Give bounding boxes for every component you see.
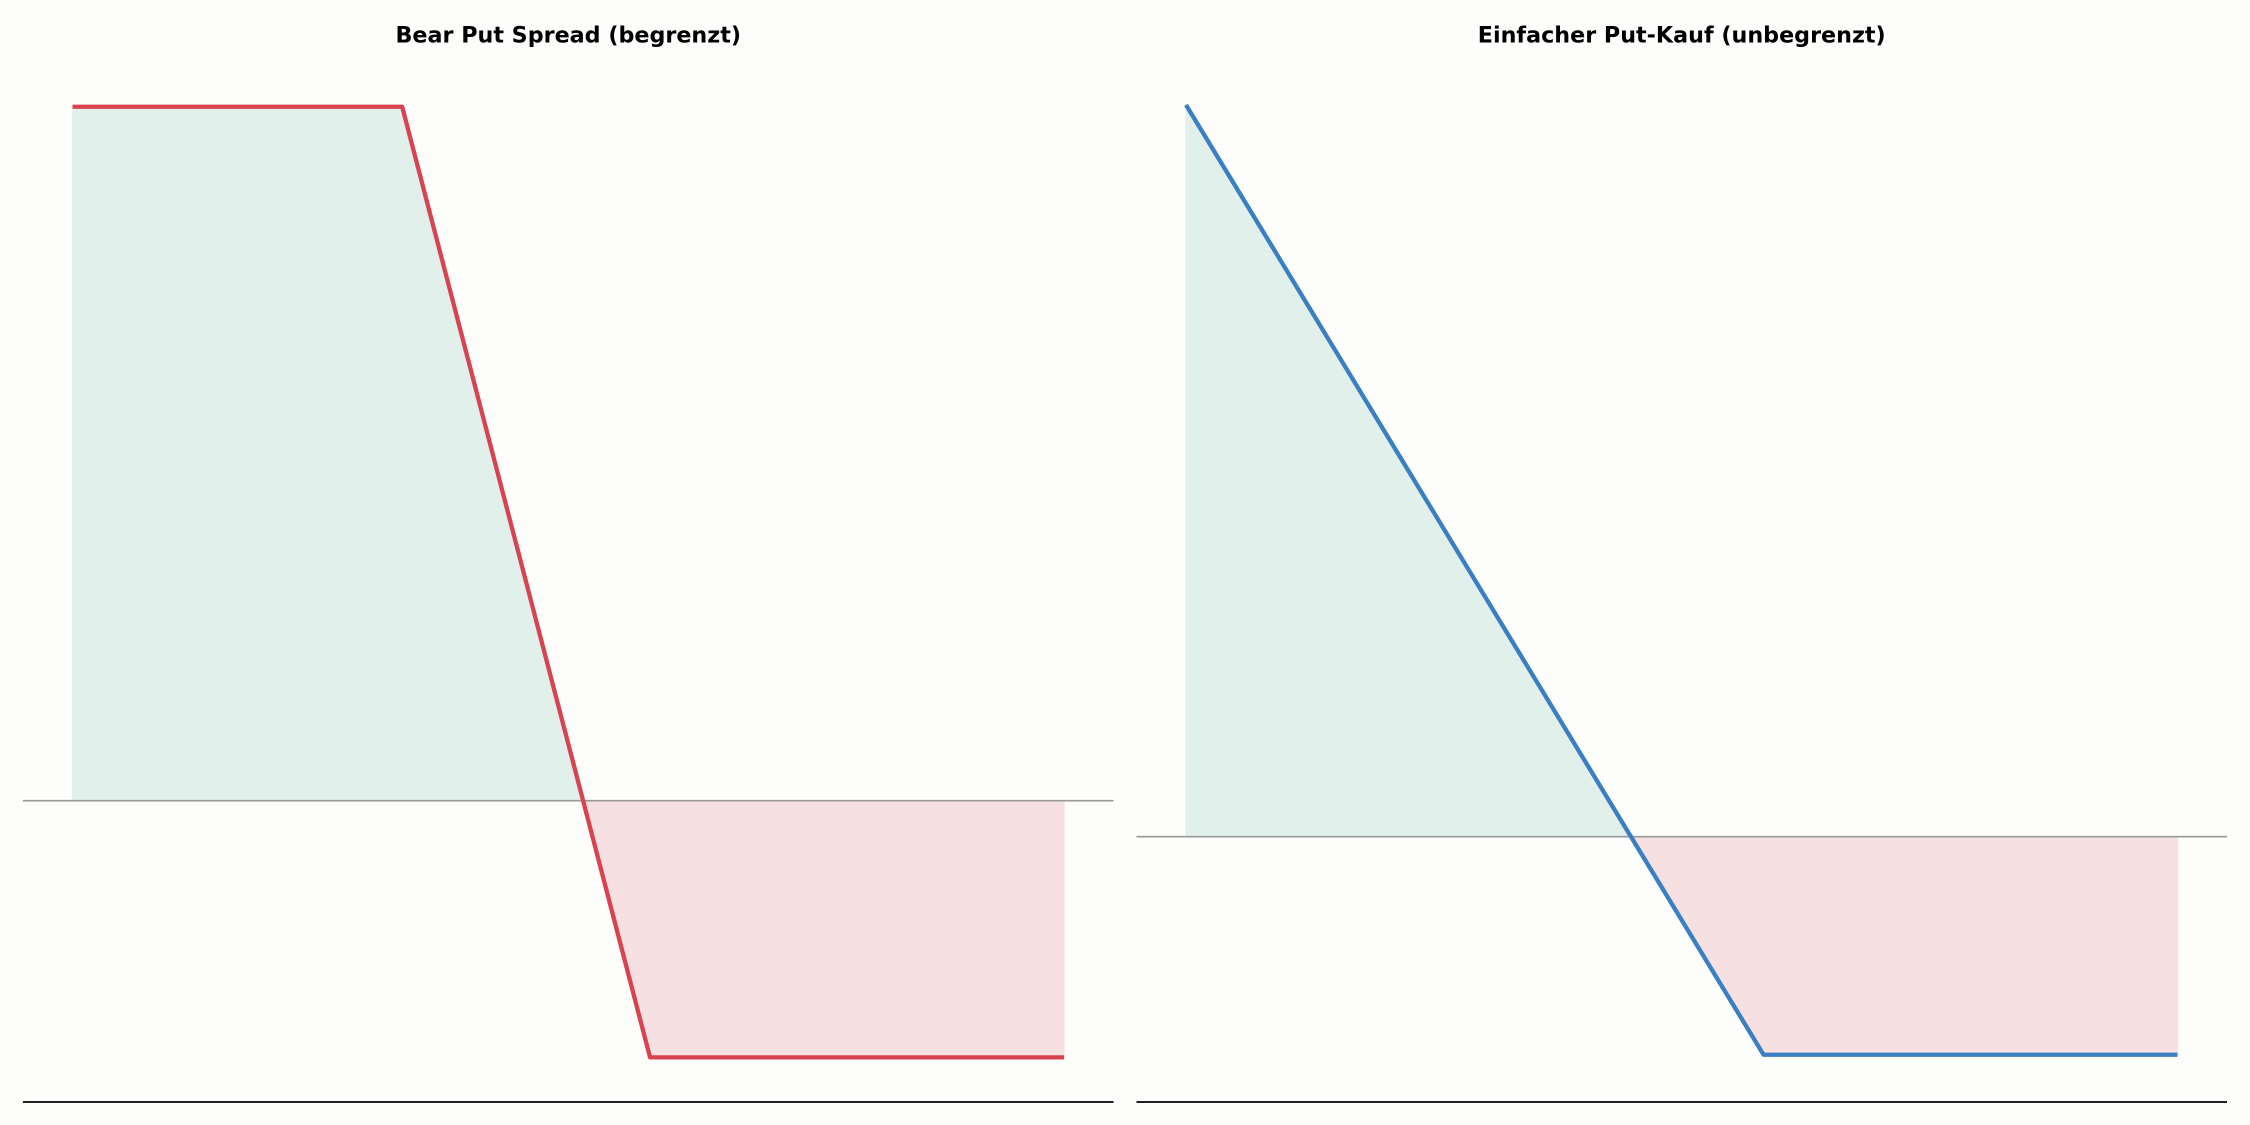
chart-title: Einfacher Put-Kauf (unbegrenzt): [1478, 22, 1886, 48]
payoff-line: [72, 104, 1064, 1060]
payoff-line: [1184, 103, 2178, 1057]
chart-title: Bear Put Spread (begrenzt): [395, 22, 741, 48]
